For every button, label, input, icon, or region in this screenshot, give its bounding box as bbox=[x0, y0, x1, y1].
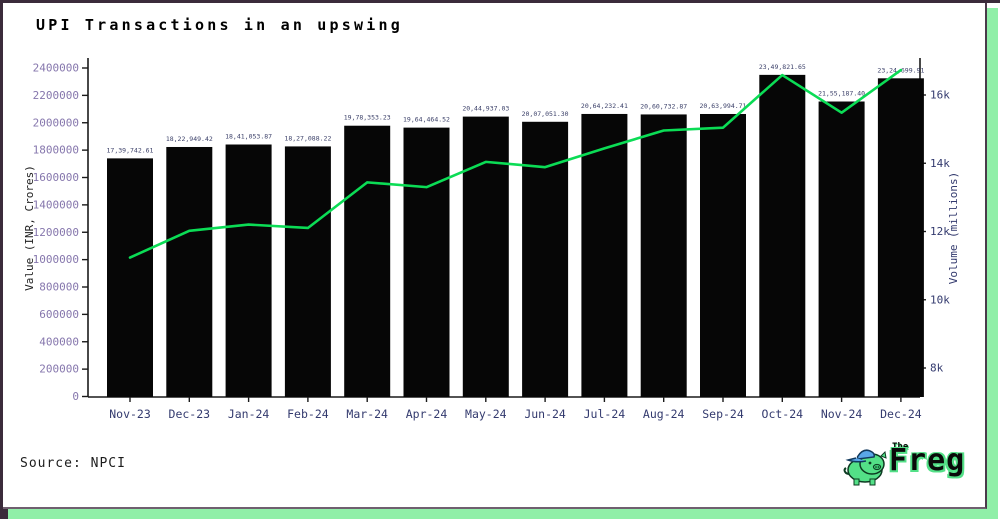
left-tick-label: 2400000 bbox=[33, 62, 79, 75]
bar-value-label: 20,07,051.30 bbox=[522, 110, 569, 118]
logo-the-text: The bbox=[892, 442, 909, 452]
x-tick-label: Aug-24 bbox=[643, 407, 685, 421]
right-axis-title: Volume (millions) bbox=[947, 172, 960, 285]
drop-shadow-bottom bbox=[3, 509, 997, 519]
bar-Sep-24 bbox=[700, 113, 746, 397]
chart-panel: UPI Transactions in an upswing 0 200000 40… bbox=[0, 0, 987, 509]
left-tick-label: 800000 bbox=[39, 281, 79, 294]
bar-Jul-24 bbox=[581, 113, 628, 397]
volume-line bbox=[128, 68, 903, 259]
left-tick-label: 1200000 bbox=[33, 226, 79, 239]
frame-border-top bbox=[0, 0, 1000, 3]
left-tick-label: 1800000 bbox=[33, 144, 79, 157]
left-tick-label: 0 bbox=[72, 390, 79, 403]
right-tick-label: 12k bbox=[930, 225, 950, 238]
bar-Mar-24 bbox=[344, 125, 391, 398]
x-tick-label: Sep-24 bbox=[702, 407, 744, 421]
right-tick-label: 16k bbox=[930, 89, 950, 102]
x-tick-label: Jan-24 bbox=[228, 407, 270, 421]
drop-shadow-corner bbox=[0, 509, 8, 519]
bar-value-label: 18,22,949.42 bbox=[166, 135, 213, 143]
x-tick-label: Nov-24 bbox=[821, 407, 863, 421]
left-axis-title: Value (INR, Crores) bbox=[23, 165, 36, 291]
bar-value-label: 20,64,232.41 bbox=[581, 102, 628, 110]
bar-value-label: 20,60,732.87 bbox=[640, 102, 687, 110]
bar-May-24 bbox=[462, 116, 509, 397]
x-tick-label: Mar-24 bbox=[346, 407, 388, 421]
bar-value-label: 19,78,353.23 bbox=[344, 114, 391, 122]
bar-Dec-23 bbox=[166, 146, 213, 397]
bar-Nov-23 bbox=[107, 158, 153, 397]
x-tick-label: Feb-24 bbox=[287, 407, 329, 421]
right-tick-label: 10k bbox=[930, 293, 950, 306]
chart-title: UPI Transactions in an upswing bbox=[36, 16, 403, 34]
left-tick-label: 400000 bbox=[39, 335, 79, 348]
left-tick-label: 2200000 bbox=[33, 89, 79, 102]
bar-value-label: 20,63,994.71 bbox=[700, 102, 747, 110]
freg-logo: The Freg bbox=[843, 442, 978, 488]
x-tick-label: Apr-24 bbox=[406, 407, 448, 421]
left-tick-label: 1600000 bbox=[33, 171, 79, 184]
bar-Apr-24 bbox=[403, 127, 450, 397]
x-tick-label: Nov-23 bbox=[109, 407, 151, 421]
logo-freg-text: Freg bbox=[889, 443, 966, 478]
bar-value-label: 18,27,088.22 bbox=[284, 134, 331, 142]
x-tick-label: Dec-23 bbox=[169, 407, 211, 421]
bar-Feb-24 bbox=[284, 146, 331, 397]
x-tick-label: Jul-24 bbox=[584, 407, 626, 421]
left-tick-label: 600000 bbox=[39, 308, 79, 321]
bar-value-label: 23,49,821.65 bbox=[759, 63, 806, 71]
bar-Dec-24 bbox=[877, 78, 924, 397]
bar-value-label: 20,44,937.03 bbox=[462, 105, 509, 113]
bar-value-label: 17,39,742.61 bbox=[107, 146, 154, 154]
x-tick-label: Dec-24 bbox=[880, 407, 922, 421]
bar-Oct-24 bbox=[759, 74, 806, 397]
right-tick-label: 8k bbox=[930, 362, 944, 375]
bar-value-label: 18,41,053.87 bbox=[225, 133, 272, 141]
left-tick-label: 1000000 bbox=[33, 253, 79, 266]
bar-Jan-24 bbox=[225, 144, 272, 397]
left-tick-label: 1400000 bbox=[33, 198, 79, 211]
pig-mascot-icon bbox=[843, 449, 887, 486]
x-tick-label: Oct-24 bbox=[762, 407, 804, 421]
left-tick-label: 200000 bbox=[39, 363, 79, 376]
x-tick-label: Jun-24 bbox=[524, 407, 566, 421]
bar-value-label: 21,55,187.40 bbox=[818, 90, 865, 98]
x-tick-label: May-24 bbox=[465, 407, 507, 421]
drop-shadow-right bbox=[987, 8, 998, 519]
right-tick-label: 14k bbox=[930, 157, 950, 170]
source-credit: Source: NPCI bbox=[20, 456, 126, 471]
bar-value-label: 19,64,464.52 bbox=[403, 116, 450, 124]
left-tick-label: 2000000 bbox=[33, 116, 79, 129]
bar-Aug-24 bbox=[640, 114, 687, 397]
bar-Nov-24 bbox=[818, 101, 865, 397]
frame-border-left bbox=[0, 0, 3, 519]
chart-canvas: 0 200000 400000 600000 800000 1000000 1200000 1… bbox=[23, 58, 960, 421]
